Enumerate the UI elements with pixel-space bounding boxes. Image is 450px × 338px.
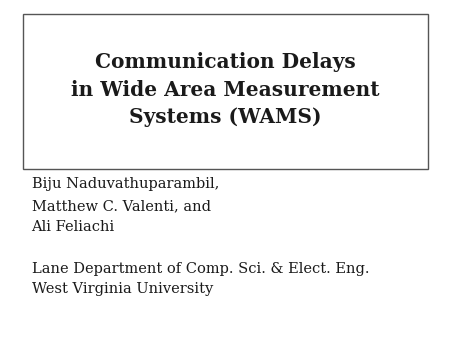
Text: Biju Naduvathuparambil,: Biju Naduvathuparambil, [32, 177, 219, 191]
FancyBboxPatch shape [22, 14, 427, 169]
Text: Communication Delays
in Wide Area Measurement
Systems (WAMS): Communication Delays in Wide Area Measur… [71, 52, 379, 127]
Text: Ali Feliachi: Ali Feliachi [32, 220, 115, 234]
Text: Matthew C. Valenti, and: Matthew C. Valenti, and [32, 199, 211, 213]
Text: Lane Department of Comp. Sci. & Elect. Eng.: Lane Department of Comp. Sci. & Elect. E… [32, 262, 369, 276]
Text: West Virginia University: West Virginia University [32, 282, 213, 296]
